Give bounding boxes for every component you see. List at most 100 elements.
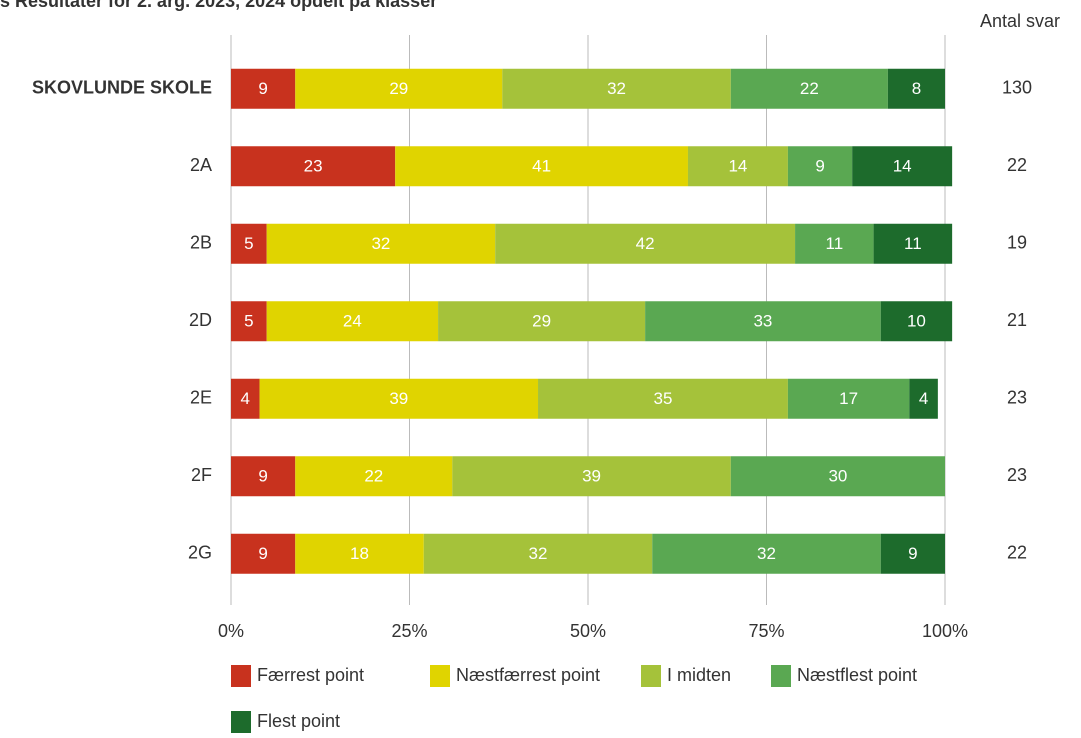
- data-label: 22: [800, 79, 819, 98]
- bar-segment: [502, 68, 731, 109]
- data-label: 8: [912, 79, 921, 98]
- y-tick-label: 2A: [190, 155, 212, 175]
- x-tick-label: 100%: [922, 621, 968, 641]
- bar-segment: [266, 223, 496, 264]
- bar-segment: [795, 223, 874, 264]
- bar-segment: [730, 68, 888, 109]
- data-label: 9: [908, 544, 917, 563]
- x-tick-label: 50%: [570, 621, 606, 641]
- legend-swatch: [430, 665, 450, 687]
- count-label: 23: [1007, 465, 1027, 485]
- bar-segment: [231, 378, 260, 419]
- bar-segment: [880, 533, 945, 574]
- bar-segment: [730, 456, 945, 497]
- bar-segment: [395, 146, 688, 187]
- data-label: 4: [919, 389, 928, 408]
- data-label: 29: [532, 312, 551, 331]
- legend-label: Flest point: [257, 711, 340, 731]
- data-label: 9: [815, 157, 824, 176]
- data-label: 14: [893, 157, 912, 176]
- y-tick-label: 2F: [191, 465, 212, 485]
- data-label: 14: [728, 157, 747, 176]
- data-label: 5: [244, 312, 253, 331]
- data-label: 32: [757, 544, 776, 563]
- count-label: 130: [1002, 78, 1032, 98]
- data-label: 5: [244, 234, 253, 253]
- data-label: 32: [371, 234, 390, 253]
- y-tick-label: 2B: [190, 233, 212, 253]
- bar-segment: [787, 378, 910, 419]
- bar-segment: [909, 378, 938, 419]
- data-label: 10: [907, 312, 926, 331]
- bar-segment: [880, 301, 953, 342]
- data-label: 4: [241, 389, 250, 408]
- bar-segment: [231, 68, 296, 109]
- legend-swatch: [231, 711, 251, 733]
- count-label: 22: [1007, 155, 1027, 175]
- data-label: 39: [582, 467, 601, 486]
- legend-label: Næstflest point: [797, 665, 917, 685]
- bar-segment: [452, 456, 731, 497]
- legend-label: Næstfærrest point: [456, 665, 600, 685]
- data-label: 32: [607, 79, 626, 98]
- x-tick-label: 25%: [391, 621, 427, 641]
- bar-segment: [852, 146, 953, 187]
- data-label: 22: [364, 467, 383, 486]
- bar-segment: [423, 533, 653, 574]
- bar-segment: [295, 68, 503, 109]
- data-label: 9: [258, 467, 267, 486]
- y-tick-label: 2D: [189, 310, 212, 330]
- bar-segment: [538, 378, 788, 419]
- bar-segment: [231, 456, 296, 497]
- data-label: 24: [343, 312, 362, 331]
- x-tick-label: 75%: [748, 621, 784, 641]
- x-tick-label: 0%: [218, 621, 244, 641]
- bar-segment: [231, 146, 396, 187]
- data-label: 9: [258, 79, 267, 98]
- bar-segment: [266, 301, 439, 342]
- legend-label: Færrest point: [257, 665, 364, 685]
- bar-segment: [438, 301, 646, 342]
- count-label: 19: [1007, 233, 1027, 253]
- count-label: 21: [1007, 310, 1027, 330]
- data-label: 35: [654, 389, 673, 408]
- data-label: 9: [258, 544, 267, 563]
- bar-segment: [295, 456, 453, 497]
- data-label: 33: [753, 312, 772, 331]
- legend-swatch: [231, 665, 251, 687]
- bar-segment: [787, 146, 853, 187]
- bar-segment: [887, 68, 945, 109]
- legend-swatch: [771, 665, 791, 687]
- data-label: 30: [828, 467, 847, 486]
- legend-label: I midten: [667, 665, 731, 685]
- data-label: 42: [636, 234, 655, 253]
- bar-segment: [231, 301, 267, 342]
- legend-swatch: [641, 665, 661, 687]
- bar-segment: [231, 533, 296, 574]
- bar-segment: [259, 378, 539, 419]
- bar-segment: [687, 146, 788, 187]
- data-label: 11: [904, 234, 922, 253]
- bar-segment: [645, 301, 881, 342]
- y-tick-label: 2G: [188, 543, 212, 563]
- bar-segment: [231, 223, 267, 264]
- count-label: 22: [1007, 543, 1027, 563]
- bar-segment: [495, 223, 796, 264]
- data-label: 23: [304, 157, 323, 176]
- bar-segment: [873, 223, 953, 264]
- data-label: 18: [350, 544, 369, 563]
- data-label: 32: [529, 544, 548, 563]
- data-label: 41: [532, 157, 551, 176]
- data-label: 39: [389, 389, 408, 408]
- chart-title: s Resultater for 2. årg. 2023, 2024 opde…: [0, 0, 437, 11]
- data-label: 29: [389, 79, 408, 98]
- data-label: 17: [839, 389, 858, 408]
- bar-segment: [652, 533, 881, 574]
- bar-segment: [295, 533, 424, 574]
- count-header: Antal svar: [980, 11, 1060, 31]
- y-tick-label: 2E: [190, 388, 212, 408]
- y-tick-label: SKOVLUNDE SKOLE: [32, 78, 212, 98]
- count-label: 23: [1007, 388, 1027, 408]
